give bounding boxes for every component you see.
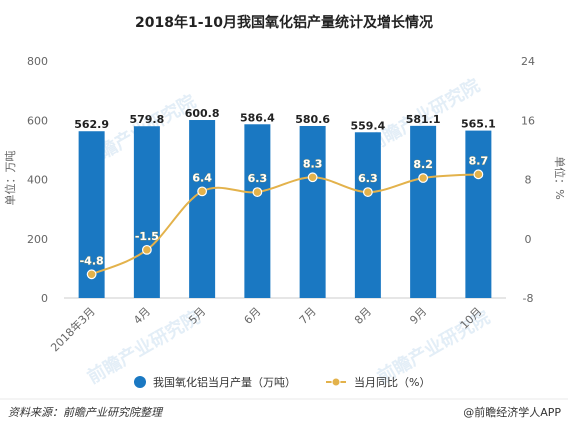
- legend-line-label: 当月同比（%）: [354, 375, 430, 389]
- bar-data-labels-layer: 562.9 579.8 600.8 586.4 580.6 559.4 581.1 565.1: [74, 107, 496, 132]
- line-value-label: 6.3: [248, 172, 268, 185]
- source-text: 资料来源：前瞻产业研究院整理: [8, 406, 164, 419]
- x-axis-tick-label: 9月: [407, 305, 429, 327]
- line-value-label: 6.4: [192, 171, 212, 184]
- line-point-2: [197, 186, 208, 197]
- line-value-label: 6.3: [358, 172, 378, 185]
- x-axis-tick-label: 6月: [242, 305, 264, 327]
- bar-4: [299, 125, 326, 298]
- line-point-3: [252, 187, 263, 197]
- line-point-0: [86, 269, 97, 280]
- x-axis-tick-label: 2018年3月: [48, 304, 98, 354]
- line-data-labels-layer: -4.8 -1.5 6.4 6.3 8.3 6.3 8.2 8.7: [79, 154, 489, 267]
- line-point-4: [307, 172, 318, 183]
- bar-value-label: 580.6: [295, 113, 330, 126]
- bar-value-label: 565.1: [461, 118, 496, 131]
- bar-6: [410, 125, 437, 299]
- legend-line-marker: [331, 377, 341, 387]
- bar-series-layer: [78, 120, 492, 299]
- x-axis-tick-label: 8月: [352, 305, 374, 327]
- right-axis-title: 单位：%: [553, 156, 567, 199]
- brand-text: @前瞻经济学人APP: [463, 405, 561, 419]
- line-series-layer: [86, 169, 484, 280]
- x-axis-tick-label: 4月: [131, 305, 153, 327]
- bar-value-label: 579.8: [129, 113, 164, 126]
- bar-value-label: 586.4: [240, 111, 275, 124]
- y-right-tick-label: 16: [521, 114, 535, 127]
- y-right-tick-label: -8: [523, 292, 534, 305]
- line-value-label: 8.7: [469, 154, 489, 167]
- line-series-path: [91, 173, 479, 276]
- line-point-1: [141, 244, 152, 255]
- legend: 我国氧化铝当月产量（万吨） 当月同比（%）: [134, 375, 430, 389]
- bar-3: [244, 124, 271, 299]
- y-left-tick-label: 800: [27, 55, 48, 68]
- line-point-5: [362, 187, 373, 197]
- y-left-tick-label: 600: [27, 114, 48, 127]
- y-right-tick-label: 24: [521, 55, 535, 68]
- line-value-label: 8.3: [303, 157, 323, 170]
- bar-value-label: 600.8: [185, 107, 220, 120]
- bar-1: [133, 126, 160, 298]
- y-left-tick-label: 200: [27, 233, 48, 246]
- y-left-tick-label: 400: [27, 174, 48, 187]
- line-value-label: -1.5: [135, 230, 159, 243]
- bar-2: [189, 120, 216, 298]
- bar-value-label: 562.9: [74, 118, 109, 131]
- legend-bar-swatch: [134, 376, 146, 388]
- legend-bar-label: 我国氧化铝当月产量（万吨）: [153, 375, 296, 389]
- y-right-tick-label: 8: [525, 174, 532, 187]
- x-axis-tick-label: 7月: [297, 305, 319, 327]
- bar-value-label: 581.1: [406, 113, 441, 126]
- bar-7: [465, 130, 492, 298]
- chart-title: 2018年1-10月我国氧化铝产量统计及增长情况: [135, 14, 433, 31]
- bar-value-label: 559.4: [350, 119, 385, 132]
- line-value-label: -4.8: [80, 254, 104, 267]
- left-axis-title: 单位：万吨: [3, 151, 17, 206]
- line-point-6: [418, 173, 429, 183]
- bar-5: [354, 132, 381, 298]
- y-left-tick-label: 0: [41, 292, 48, 305]
- right-axis-ticks: -8 0 8 16 24: [521, 55, 535, 305]
- line-value-label: 8.2: [413, 158, 433, 171]
- left-axis-ticks: 0 200 400 600 800: [27, 55, 48, 305]
- line-point-7: [473, 169, 484, 180]
- y-right-tick-label: 0: [525, 233, 532, 246]
